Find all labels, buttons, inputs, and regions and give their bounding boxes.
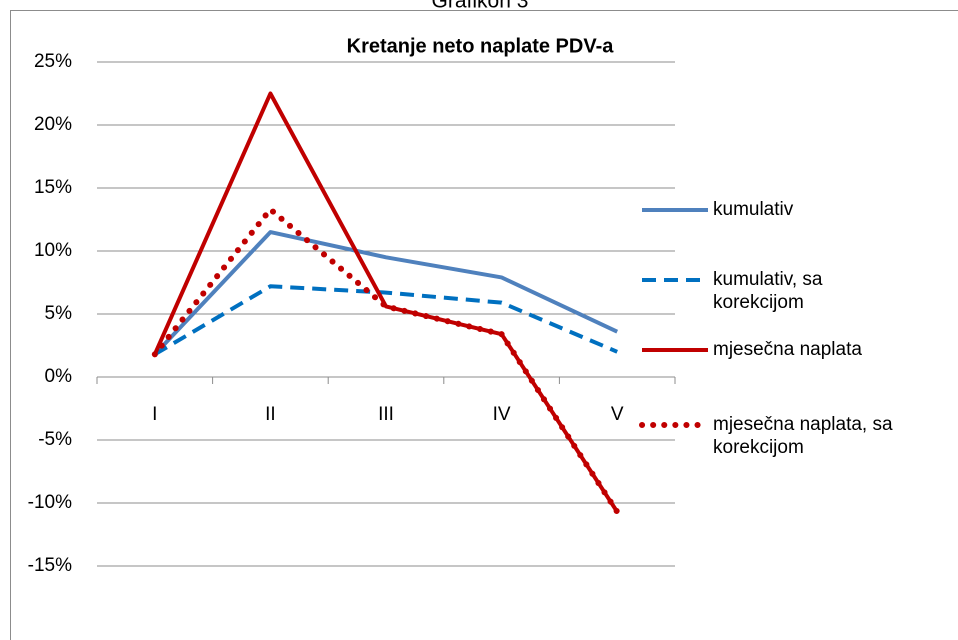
y-tick-label: 5% (45, 303, 73, 324)
x-tick-label: IV (493, 404, 511, 425)
series-line (153, 284, 618, 357)
chart-title: Kretanje neto naplate PDV-a (347, 35, 615, 57)
legend-label: mjesečna naplata (713, 339, 862, 360)
x-tick-label: II (265, 404, 276, 425)
y-tick-label: 20% (34, 114, 72, 135)
legend-label: kumulativ (713, 199, 794, 220)
y-tick-label: -10% (28, 492, 72, 513)
legend-label: kumulativ, sa korekcijom (713, 269, 823, 313)
series-line (152, 91, 619, 513)
legend-label: mjesečna naplata, sa korekcijom (713, 414, 893, 458)
y-tick-label: 15% (34, 177, 72, 198)
y-tick-label: 10% (34, 240, 72, 261)
y-tick-label: 25% (34, 51, 72, 72)
x-tick-label: III (378, 404, 394, 425)
figure-label: Grafikon 3 (432, 0, 529, 13)
x-tick-label: V (611, 404, 624, 425)
y-tick-label: -15% (28, 555, 72, 576)
y-tick-label: -5% (38, 429, 72, 450)
series-line (151, 206, 621, 515)
x-tick-label: I (152, 404, 157, 425)
series-line (153, 230, 619, 356)
chart-border (10, 10, 958, 640)
y-tick-label: 0% (45, 366, 73, 387)
